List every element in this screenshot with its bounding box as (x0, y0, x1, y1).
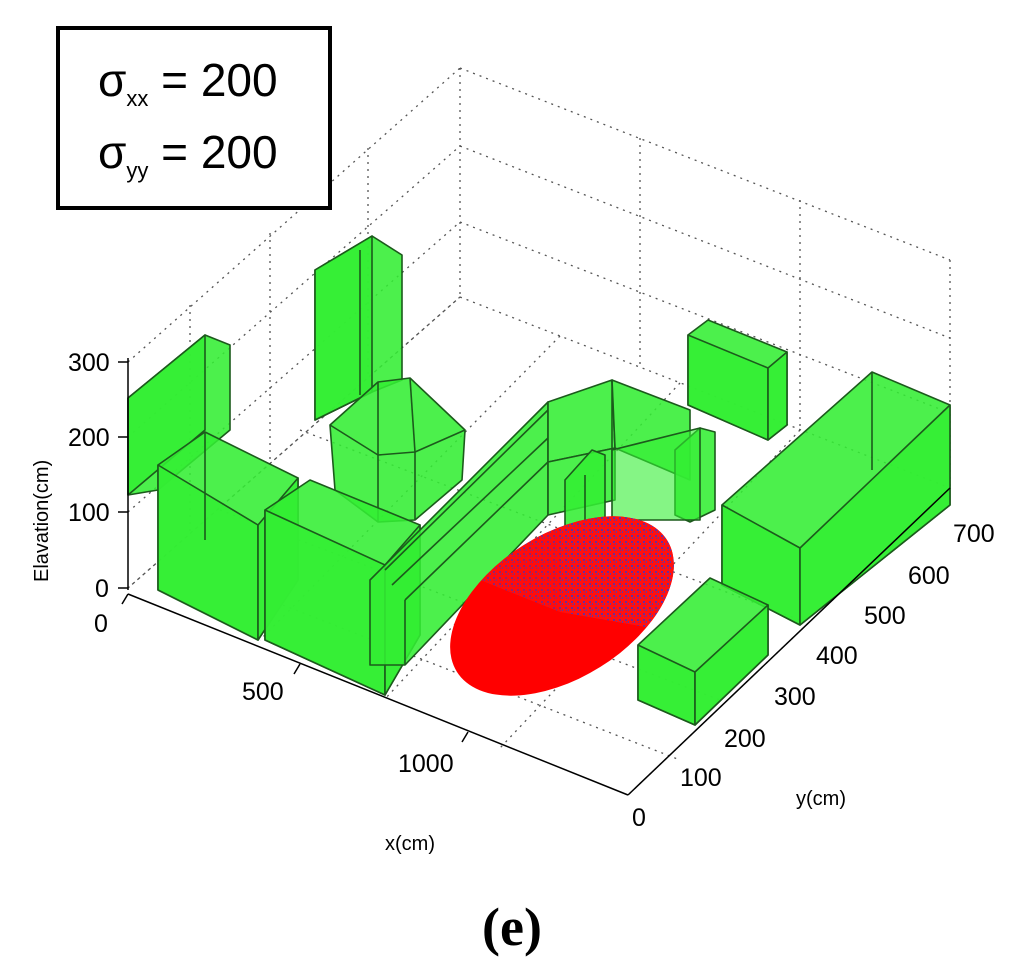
sigma-yy-text: σyy = 200 (98, 126, 278, 183)
axes (118, 358, 951, 796)
z-ticks: 300 200 100 0 (68, 349, 110, 603)
z-tick-100: 100 (68, 499, 110, 527)
y-tick-700: 700 (953, 520, 995, 548)
buildings (127, 235, 951, 726)
sigma-annotation-box: σxx = 200 σyy = 200 (56, 26, 332, 210)
building-corner-small (611, 427, 716, 523)
z-tick-200: 200 (68, 424, 110, 452)
z-tick-300: 300 (68, 349, 110, 377)
building-back-right-small (687, 319, 788, 441)
y-tick-0: 0 (632, 804, 646, 832)
sigma-xx-text: σxx = 200 (98, 54, 278, 111)
x-tick-500: 500 (242, 678, 284, 706)
x-ticks: 0 500 1000 (94, 610, 454, 778)
panel-label: (e) (482, 897, 542, 957)
y-tick-300: 300 (774, 683, 816, 711)
building-tower (314, 235, 403, 421)
x-tick-0: 0 (94, 610, 108, 638)
building-right-long (721, 371, 951, 626)
y-tick-100: 100 (680, 764, 722, 792)
z-tick-0: 0 (95, 575, 109, 603)
building-front-right (637, 577, 769, 726)
y-ticks: 0 100 200 300 400 500 600 700 (632, 520, 995, 832)
y-tick-200: 200 (724, 725, 766, 753)
y-axis-label: y(cm) (796, 788, 846, 810)
y-tick-600: 600 (908, 562, 950, 590)
x-tick-1000: 1000 (398, 750, 454, 778)
building-center-octagon (329, 377, 466, 523)
x-axis-label: x(cm) (385, 833, 435, 855)
z-axis-label: Elavation(cm) (31, 460, 53, 582)
y-tick-500: 500 (864, 602, 906, 630)
y-tick-400: 400 (816, 642, 858, 670)
